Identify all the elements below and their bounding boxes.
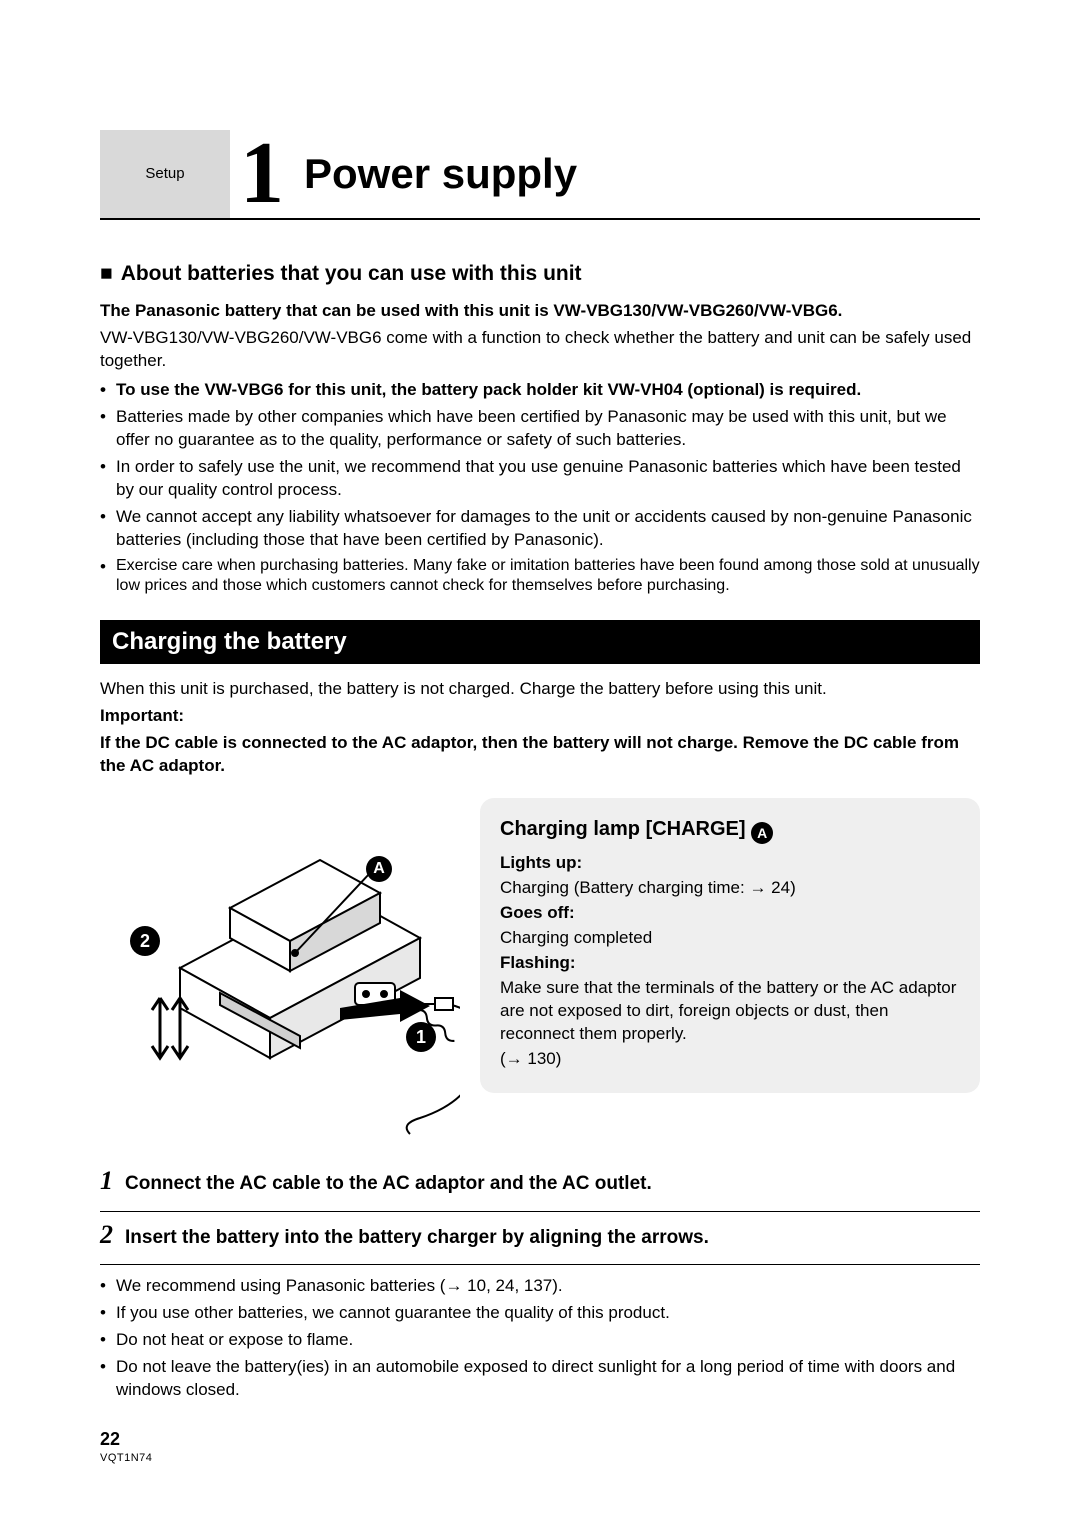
tail-bullet: We recommend using Panasonic batteries (… [100, 1275, 980, 1298]
lights-text-b: 24) [766, 878, 795, 897]
diagram-lamp-row: A 2 1 Charging lamp [CHARGE] A Lights up… [100, 798, 980, 1138]
charger-svg [100, 798, 460, 1138]
tail-bullet-list: We recommend using Panasonic batteries (… [100, 1275, 980, 1402]
step-number: 1 [100, 1168, 113, 1197]
goes-off-text: Charging completed [500, 927, 960, 950]
flashing-ref: (→ 130) [500, 1048, 960, 1071]
tail-bullet: Do not heat or expose to flame. [100, 1329, 980, 1352]
about-bullet-list: To use the VW-VBG6 for this unit, the ba… [100, 379, 980, 596]
about-heading-text: About batteries that you can use with th… [121, 262, 582, 285]
about-bullet: Batteries made by other companies which … [100, 406, 980, 452]
chapter-header: Setup 1 Power supply [100, 130, 980, 220]
setup-label: Setup [145, 164, 184, 184]
about-line2: VW-VBG130/VW-VBG260/VW-VBG6 come with a … [100, 327, 980, 373]
page-number: 22 [100, 1427, 152, 1451]
document-id: VQT1N74 [100, 1451, 152, 1466]
lamp-title-text: Charging lamp [CHARGE] [500, 818, 746, 840]
tail-bullet: Do not leave the battery(ies) in an auto… [100, 1356, 980, 1402]
tail-bullet: If you use other batteries, we cannot gu… [100, 1302, 980, 1325]
important-text: If the DC cable is connected to the AC a… [100, 732, 980, 778]
charging-heading-bar: Charging the battery [100, 620, 980, 664]
chapter-number: 1 [230, 130, 304, 218]
diagram-badge-a: A [366, 856, 392, 882]
lamp-title: Charging lamp [CHARGE] A [500, 816, 960, 844]
flashing-label: Flashing: [500, 952, 960, 975]
step-number: 2 [100, 1222, 113, 1251]
step-text: Connect the AC cable to the AC adaptor a… [125, 1168, 652, 1197]
setup-label-box: Setup [100, 130, 230, 218]
about-bullet: To use the VW-VBG6 for this unit, the ba… [100, 379, 980, 402]
lights-up-text: Charging (Battery charging time: → 24) [500, 877, 960, 900]
flash-c: 130) [523, 1049, 562, 1068]
diagram-badge-1: 1 [406, 1022, 436, 1052]
arrow-icon: → [506, 1049, 523, 1068]
page-footer: 22 VQT1N74 [100, 1427, 152, 1466]
step-row: 1 Connect the AC cable to the AC adaptor… [100, 1158, 980, 1212]
arrow-icon: → [749, 878, 766, 897]
chapter-title: Power supply [304, 146, 577, 203]
lamp-badge-a: A [751, 822, 773, 844]
charging-lamp-panel: Charging lamp [CHARGE] A Lights up: Char… [480, 798, 980, 1093]
about-bullet: Exercise care when purchasing batteries.… [100, 556, 980, 596]
flashing-text: Make sure that the terminals of the batt… [500, 977, 960, 1046]
diagram-badge-2: 2 [130, 926, 160, 956]
about-bullet: In order to safely use the unit, we reco… [100, 456, 980, 502]
step-text: Insert the battery into the battery char… [125, 1222, 709, 1251]
lights-text-a: Charging (Battery charging time: [500, 878, 749, 897]
charging-intro: When this unit is purchased, the battery… [100, 678, 980, 701]
goes-off-label: Goes off: [500, 902, 960, 925]
about-line1: The Panasonic battery that can be used w… [100, 300, 980, 323]
charger-diagram: A 2 1 [100, 798, 460, 1138]
lights-up-label: Lights up: [500, 852, 960, 875]
about-bullet: We cannot accept any liability whatsoeve… [100, 506, 980, 552]
about-heading: ■ About batteries that you can use with t… [100, 260, 980, 288]
square-bullet-icon: ■ [100, 262, 113, 285]
important-label: Important: [100, 705, 980, 728]
step-row: 2 Insert the battery into the battery ch… [100, 1212, 980, 1266]
